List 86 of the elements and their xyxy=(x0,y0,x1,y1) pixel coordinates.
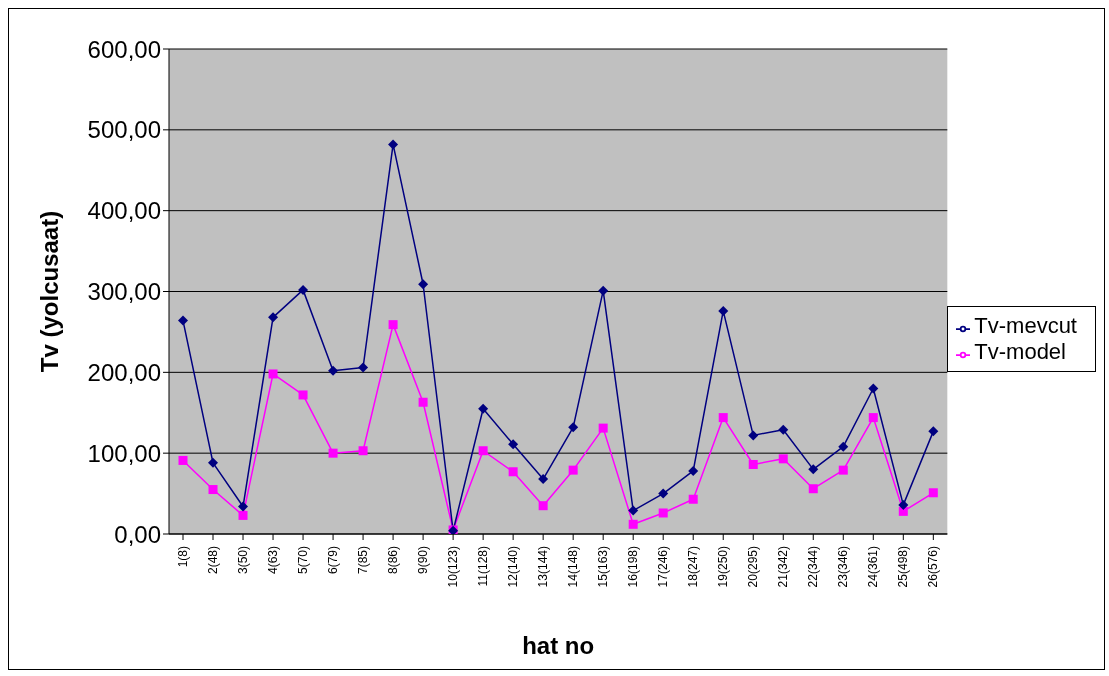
point xyxy=(328,365,339,376)
point xyxy=(268,312,279,323)
x-tick-label: 18(247) xyxy=(686,546,701,588)
y-tick-label: 200,00 xyxy=(87,358,161,386)
x-tick-label: 11(128) xyxy=(476,546,491,587)
x-axis-title: hat no xyxy=(522,632,595,659)
point xyxy=(778,424,789,435)
point xyxy=(628,519,638,529)
x-tick-label: 4(63) xyxy=(266,546,281,575)
point xyxy=(868,413,878,423)
legend-label: Tv-mevcut xyxy=(974,313,1077,338)
y-tick-label: 300,00 xyxy=(87,278,161,306)
y-axis-title: Tv (yolcusaat) xyxy=(35,210,63,373)
y-tick-label: 400,00 xyxy=(87,197,161,225)
point xyxy=(328,448,338,458)
x-tick-label: 14(148) xyxy=(566,546,581,588)
x-tick-label: 8(86) xyxy=(386,546,401,575)
x-tick-label: 3(50) xyxy=(236,546,251,575)
point xyxy=(658,508,668,518)
point xyxy=(208,457,219,468)
point xyxy=(898,499,909,510)
point xyxy=(838,465,848,475)
point xyxy=(358,446,368,456)
x-tick-label: 1(8) xyxy=(176,546,190,568)
x-tick-label: 19(250) xyxy=(716,546,731,588)
point xyxy=(388,139,399,150)
x-tick-label: 7(85) xyxy=(356,546,371,575)
point xyxy=(928,488,938,498)
point xyxy=(928,426,939,437)
point xyxy=(568,465,578,475)
point xyxy=(178,315,188,326)
point xyxy=(718,413,728,423)
point xyxy=(598,423,608,433)
point xyxy=(178,455,188,465)
point xyxy=(748,430,759,441)
y-tick-label: 600,00 xyxy=(87,35,161,63)
point xyxy=(568,422,579,433)
point xyxy=(238,510,248,520)
point xyxy=(478,446,488,456)
x-tick-label: 6(79) xyxy=(326,546,341,575)
point xyxy=(658,488,669,499)
x-tick-label: 9(90) xyxy=(416,546,431,575)
point xyxy=(508,439,519,450)
point xyxy=(538,474,549,485)
point xyxy=(778,454,788,464)
point xyxy=(298,284,309,295)
x-tick-label: 24(361) xyxy=(866,546,881,588)
point xyxy=(688,494,698,504)
x-tick-label: 16(198) xyxy=(626,546,641,588)
x-tick-label: 20(295) xyxy=(746,546,761,588)
y-tick-label: 100,00 xyxy=(87,439,161,467)
point xyxy=(238,501,249,512)
point xyxy=(838,441,849,452)
x-tick-label: 22(344) xyxy=(806,546,821,588)
point xyxy=(628,505,639,516)
x-tick-label: 21(342) xyxy=(776,546,791,588)
x-tick-label: 25(498) xyxy=(896,546,911,588)
point xyxy=(358,362,369,373)
point xyxy=(508,467,518,477)
x-tick-label: 23(346) xyxy=(836,546,851,588)
point xyxy=(418,279,429,290)
point xyxy=(748,459,758,469)
point xyxy=(718,305,729,316)
point xyxy=(268,369,278,379)
x-tick-label: 13(144) xyxy=(536,546,551,588)
x-tick-label: 26(576) xyxy=(926,546,941,588)
point xyxy=(298,390,308,400)
point xyxy=(418,397,428,407)
y-tick-label: 0,00 xyxy=(114,520,161,548)
point xyxy=(808,484,818,494)
x-tick-label: 17(246) xyxy=(656,546,671,588)
point xyxy=(388,320,398,330)
point xyxy=(538,501,548,511)
point xyxy=(598,285,609,296)
point xyxy=(808,464,819,475)
x-tick-label: 15(163) xyxy=(596,546,611,588)
x-tick-label: 12(140) xyxy=(506,546,521,588)
x-tick-label: 5(70) xyxy=(296,546,311,575)
y-tick-label: 500,00 xyxy=(87,116,161,144)
point xyxy=(208,485,218,495)
point xyxy=(478,403,489,414)
point xyxy=(688,465,699,476)
point xyxy=(868,383,879,394)
x-tick-label: 10(123) xyxy=(446,546,461,588)
legend-label: Tv-model xyxy=(974,339,1066,364)
x-tick-label: 2(48) xyxy=(206,546,221,575)
